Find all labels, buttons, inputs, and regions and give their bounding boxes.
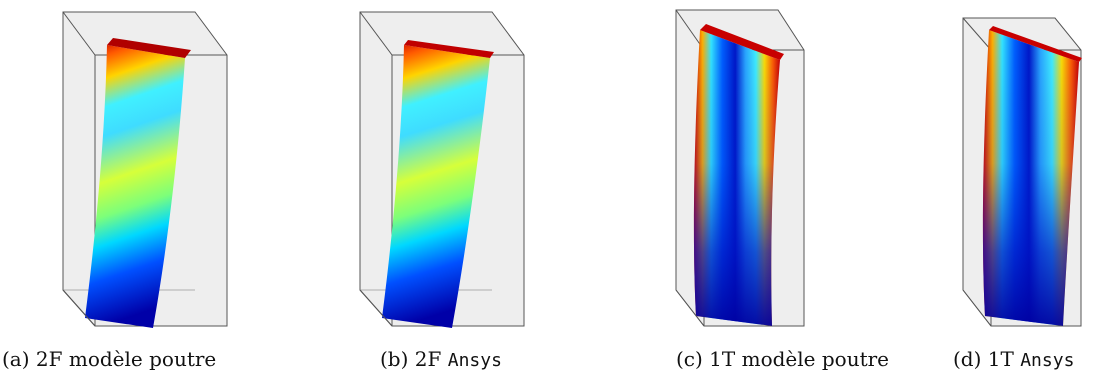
subfigure-b xyxy=(352,0,532,340)
deformed-blade xyxy=(85,45,185,328)
torsion-mode-plot-ansys xyxy=(962,17,1082,327)
deformed-blade xyxy=(382,45,490,328)
blade-top-face xyxy=(700,24,784,60)
bending-mode-plot-beam-model xyxy=(62,11,228,328)
caption-d: (d) 1T Ansys xyxy=(953,347,1075,371)
caption-b: (b) 2F Ansys xyxy=(380,347,502,371)
caption-c: (c) 1T modèle poutre xyxy=(676,347,890,371)
blade-top-face xyxy=(107,38,191,58)
subfigure-c xyxy=(668,0,818,340)
blade-shading xyxy=(693,30,780,326)
bending-mode-plot-ansys xyxy=(359,11,525,328)
blade-shading xyxy=(982,30,1079,326)
subfigure-a xyxy=(55,0,235,340)
subfigure-d xyxy=(955,0,1100,340)
caption-a: (a) 2F modèle poutre xyxy=(2,347,217,371)
blade-top-face xyxy=(989,26,1082,62)
torsion-mode-plot-beam-model xyxy=(675,9,805,327)
blade-top-face xyxy=(404,40,494,58)
